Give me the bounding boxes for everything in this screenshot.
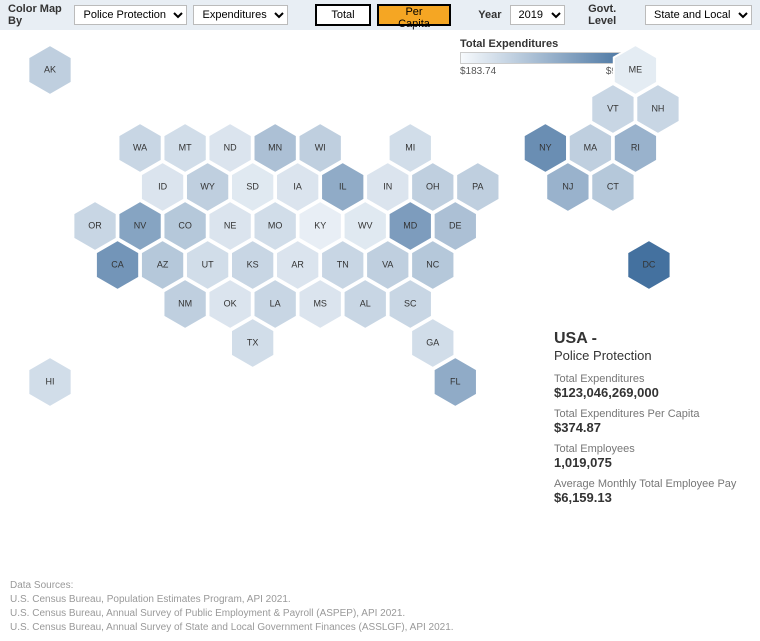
info-metric-value: $374.87 bbox=[554, 420, 744, 435]
state-hex-ak[interactable] bbox=[28, 45, 71, 95]
state-hex-dc[interactable] bbox=[627, 240, 670, 290]
per-capita-button[interactable]: Per Capita bbox=[377, 4, 452, 26]
state-hex-hi[interactable] bbox=[28, 357, 71, 407]
footer-line: U.S. Census Bureau, Population Estimates… bbox=[10, 593, 454, 607]
info-subtitle: Police Protection bbox=[554, 348, 744, 363]
info-metric-label: Average Monthly Total Employee Pay bbox=[554, 478, 744, 490]
govt-level-label: Govt. Level bbox=[588, 3, 637, 27]
chart-area: Total Expenditures $183.74 $931.17 AKMEV… bbox=[0, 30, 760, 570]
year-label: Year bbox=[478, 9, 501, 21]
footer-line: U.S. Census Bureau, Annual Survey of Sta… bbox=[10, 621, 454, 635]
footer: Data Sources: U.S. Census Bureau, Popula… bbox=[10, 579, 454, 635]
info-metric-value: $123,046,269,000 bbox=[554, 385, 744, 400]
info-metric-value: 1,019,075 bbox=[554, 455, 744, 470]
measure-select[interactable]: Expenditures bbox=[193, 5, 288, 25]
info-title: USA - bbox=[554, 330, 744, 348]
toolbar: Color Map By Police Protection Expenditu… bbox=[0, 0, 760, 30]
year-select[interactable]: 2019 bbox=[510, 5, 565, 25]
total-button[interactable]: Total bbox=[315, 4, 370, 26]
footer-line: U.S. Census Bureau, Annual Survey of Pub… bbox=[10, 607, 454, 621]
info-metric-label: Total Employees bbox=[554, 443, 744, 455]
govt-level-select[interactable]: State and Local bbox=[645, 5, 752, 25]
info-metric-value: $6,159.13 bbox=[554, 490, 744, 505]
color-map-by-label: Color Map By bbox=[8, 3, 66, 27]
info-panel: USA - Police Protection Total Expenditur… bbox=[554, 330, 744, 505]
category-select[interactable]: Police Protection bbox=[74, 5, 187, 25]
info-metric-label: Total Expenditures Per Capita bbox=[554, 408, 744, 420]
footer-heading: Data Sources: bbox=[10, 579, 454, 593]
info-metric-label: Total Expenditures bbox=[554, 373, 744, 385]
